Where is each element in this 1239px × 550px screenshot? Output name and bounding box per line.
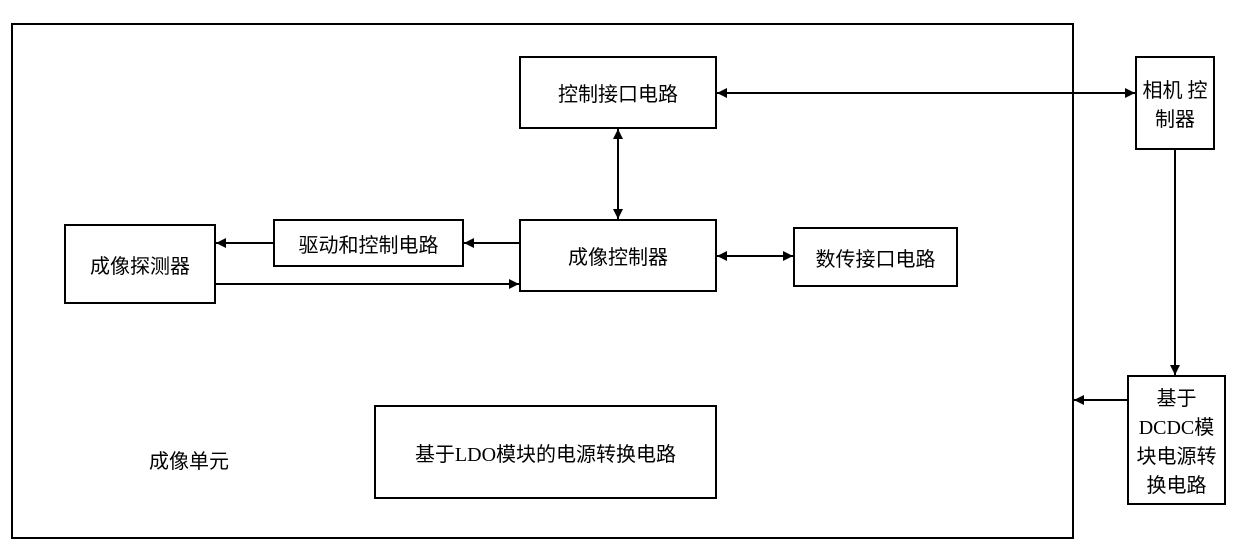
node-imaging-controller: 成像控制器 xyxy=(519,219,717,292)
node-control-interface-label: 控制接口电路 xyxy=(558,78,678,107)
node-ldo-power: 基于LDO模块的电源转换电路 xyxy=(374,405,717,499)
node-drive-control-label: 驱动和控制电路 xyxy=(299,229,439,258)
node-imaging-detector-label: 成像探测器 xyxy=(90,250,190,279)
node-data-interface: 数传接口电路 xyxy=(793,227,958,287)
node-camera-controller: 相机 控制器 xyxy=(1135,56,1215,150)
node-imaging-controller-label: 成像控制器 xyxy=(568,241,668,270)
imaging-unit-label: 成像单元 xyxy=(149,445,229,474)
node-drive-control: 驱动和控制电路 xyxy=(273,219,464,267)
node-dcdc-power-label: 基于DCDC模块电源转换电路 xyxy=(1133,382,1220,498)
node-control-interface: 控制接口电路 xyxy=(519,56,717,129)
node-camera-controller-label: 相机 控制器 xyxy=(1141,74,1209,132)
node-ldo-power-label: 基于LDO模块的电源转换电路 xyxy=(415,438,676,467)
node-imaging-detector: 成像探测器 xyxy=(64,224,216,304)
node-dcdc-power: 基于DCDC模块电源转换电路 xyxy=(1127,375,1226,505)
node-data-interface-label: 数传接口电路 xyxy=(816,243,936,272)
